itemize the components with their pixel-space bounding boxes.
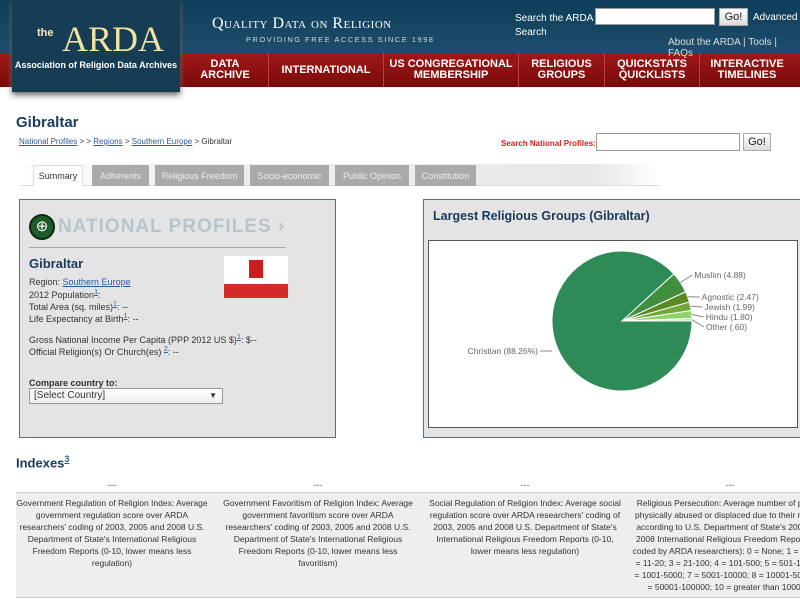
nav-international[interactable]: INTERNATIONAL — [268, 53, 383, 87]
breadcrumb-regions[interactable]: Regions — [93, 137, 123, 146]
national-profiles-banner: NATIONAL PROFILES › — [58, 216, 286, 237]
index-description: Government Regulation of Religion Index:… — [16, 498, 208, 568]
index-description: Social Regulation of Religion Index: Ave… — [429, 498, 621, 556]
tab-public-opinion[interactable]: Public Opinion — [335, 165, 409, 186]
nav-timelines[interactable]: INTERACTIVE TIMELINES — [699, 53, 794, 87]
search-label: Search the ARDA Search — [515, 13, 593, 38]
tab-constitution[interactable]: Constitution — [415, 165, 476, 186]
breadcrumb-southern-europe[interactable]: Southern Europe — [131, 137, 193, 146]
tab-religious-freedom[interactable]: Religious Freedom — [155, 165, 244, 186]
pie-label: Muslim (4.88) — [694, 270, 746, 280]
tab-socio-economic[interactable]: Socio-economic — [250, 165, 329, 186]
leader-line — [690, 305, 703, 308]
divider — [29, 247, 286, 248]
faqs-link[interactable]: FAQs — [668, 48, 694, 59]
pie-slice-christian[interactable] — [551, 250, 693, 392]
indexes-footnote-link[interactable]: 3 — [64, 454, 70, 464]
tab-summary[interactable]: Summary — [33, 165, 83, 186]
globe-icon: ⊕ — [29, 214, 55, 240]
advanced-search-link[interactable]: Advanced — [753, 12, 798, 23]
leader-line — [691, 319, 705, 328]
pie-label: Other (.60) — [706, 322, 747, 332]
compare-label: Compare country to: — [29, 378, 118, 388]
indexes-table — [16, 492, 800, 598]
official-religion-line: Official Religion(s) Or Church(es) 2: -- — [29, 346, 179, 357]
search-profiles-go-button[interactable]: Go! — [743, 133, 771, 151]
dropdown-arrow-icon: ▼ — [209, 391, 217, 400]
index-value: --- — [313, 480, 323, 490]
breadcrumb-national-profiles[interactable]: National Profiles — [19, 137, 78, 146]
search-profiles-label: Search National Profiles: — [501, 139, 596, 148]
nav-quickstats[interactable]: QUICKSTATS QUICKLISTS — [604, 53, 699, 87]
chart-plot-area: Other (.60) Hindu (1.80) Jewish (1.99) Agno… — [428, 240, 798, 428]
tagline: Quality Data on Religion — [212, 15, 392, 32]
index-value: --- — [520, 480, 530, 490]
chart-title: Largest Religious Groups (Gibraltar) — [433, 209, 650, 223]
indexes-title: Indexes3 — [16, 454, 70, 471]
site-search-go-button[interactable]: Go! — [719, 8, 748, 26]
tools-link[interactable]: Tools — [748, 37, 772, 48]
leader-line — [691, 313, 704, 318]
index-description: Government Favoritism of Religion Index:… — [223, 498, 413, 568]
about-link[interactable]: About the ARDA — [668, 37, 741, 48]
pie-chart: Other (.60)Hindu (1.80)Jewish (1.99)Agno… — [468, 250, 759, 392]
pie-label: Christian (88.26%) — [468, 346, 539, 356]
region-line: Region: Southern Europe — [29, 277, 131, 287]
index-description: Religious Persecution: Average number of… — [632, 498, 800, 592]
nav-us-congregational[interactable]: US CONGREGATIONAL MEMBERSHIP — [383, 53, 518, 87]
country-name: Gibraltar — [29, 256, 84, 271]
header-links: About the ARDA | Tools | FAQs — [668, 37, 778, 59]
pie-label: Jewish (1.99) — [704, 302, 755, 312]
nav-data-archive[interactable]: DATA ARCHIVE — [200, 58, 250, 81]
compare-country-select[interactable]: [Select Country] ▼ — [29, 388, 223, 404]
gni-line: Gross National Income Per Capita (PPP 20… — [29, 334, 257, 345]
site-search-input[interactable] — [595, 8, 715, 25]
breadcrumb: National Profiles > > Regions > Southern… — [19, 137, 233, 146]
pie-label: Hindu (1.80) — [706, 312, 753, 322]
tab-adherents[interactable]: Adherents — [92, 165, 149, 186]
leader-line — [680, 274, 693, 283]
nav-religious-groups[interactable]: RELIGIOUS GROUPS — [518, 53, 604, 87]
pie-label: Agnostic (2.47) — [702, 292, 759, 302]
index-value: --- — [107, 480, 117, 490]
life-line: Life Expectancy at Birth1: -- — [29, 313, 139, 324]
tagline-sub: PROVIDING FREE ACCESS SINCE 1998 — [246, 35, 435, 44]
area-line: Total Area (sq. miles)1: -- — [29, 301, 128, 312]
page-title: Gibraltar — [16, 114, 79, 131]
index-value: --- — [725, 480, 735, 490]
arda-logo[interactable]: the ARDA Association of Religion Data Ar… — [12, 0, 180, 92]
gibraltar-flag — [224, 256, 288, 298]
region-link[interactable]: Southern Europe — [62, 277, 131, 287]
search-profiles-input[interactable] — [596, 133, 740, 151]
population-line: 2012 Population1: — [29, 289, 101, 300]
